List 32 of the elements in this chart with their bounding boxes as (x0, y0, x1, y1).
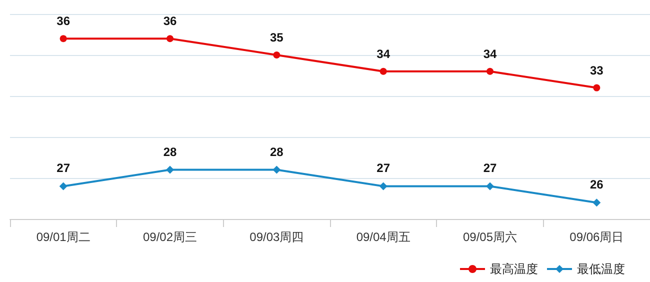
data-label: 34 (483, 46, 497, 61)
legend-label: 最低温度 (577, 262, 625, 276)
x-tick-label: 09/06周日 (570, 230, 624, 244)
data-label: 28 (270, 144, 284, 159)
legend-label: 最高温度 (490, 262, 538, 276)
x-tick-label: 09/02周三 (142, 230, 198, 244)
point (166, 166, 174, 174)
point (593, 84, 600, 92)
data-label: 36 (56, 14, 70, 28)
point (273, 52, 280, 58)
point (486, 182, 494, 190)
point (486, 68, 494, 75)
x-tick-label: 09/01周二 (36, 230, 90, 244)
data-label: 35 (270, 30, 284, 44)
point (272, 166, 281, 174)
point (592, 198, 601, 207)
data-label: 27 (56, 161, 70, 176)
data-label: 33 (590, 63, 604, 78)
data-label: 27 (376, 161, 390, 176)
data-label: 27 (483, 161, 497, 176)
x-tick-label: 09/05周六 (462, 230, 518, 244)
data-label: 34 (376, 46, 390, 61)
data-label: 26 (590, 178, 604, 192)
point (60, 35, 67, 42)
point (380, 68, 387, 75)
point (59, 182, 68, 190)
point (379, 182, 388, 190)
x-tick-label: 09/04周五 (356, 230, 410, 244)
data-label: 36 (163, 14, 177, 28)
point (166, 35, 174, 42)
data-label: 28 (163, 144, 177, 159)
x-tick-label: 09/03周四 (250, 230, 304, 244)
